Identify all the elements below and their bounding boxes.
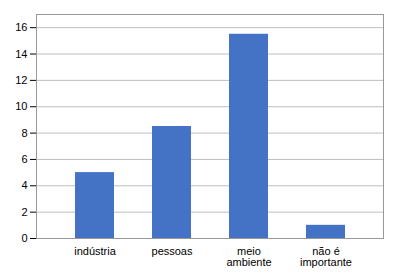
svg-text:14: 14 xyxy=(15,48,27,60)
svg-text:12: 12 xyxy=(15,74,27,86)
svg-text:8: 8 xyxy=(21,127,27,139)
svg-text:meioambiente: meioambiente xyxy=(226,245,271,268)
svg-text:10: 10 xyxy=(15,100,27,112)
svg-text:0: 0 xyxy=(21,232,27,244)
svg-text:16: 16 xyxy=(15,21,27,33)
svg-text:4: 4 xyxy=(21,179,27,191)
svg-text:não éimportante: não éimportante xyxy=(300,245,352,268)
svg-text:indústria: indústria xyxy=(74,245,116,257)
svg-text:6: 6 xyxy=(21,153,27,165)
svg-text:pessoas: pessoas xyxy=(152,245,193,257)
svg-text:2: 2 xyxy=(21,206,27,218)
